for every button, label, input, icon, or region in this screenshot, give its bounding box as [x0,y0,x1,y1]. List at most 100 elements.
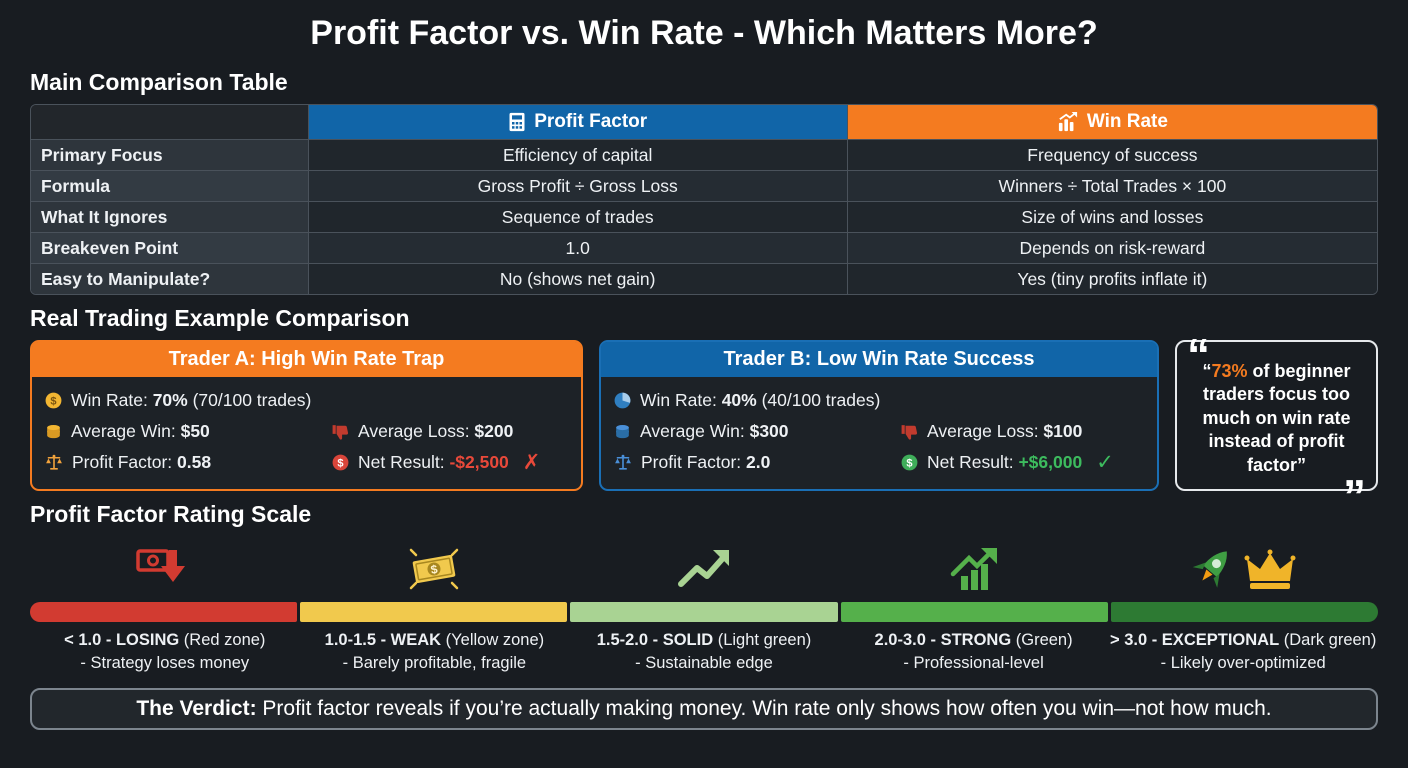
avg-win-stat: Average Win: $50 [44,416,331,447]
stat-label: Win Rate: [71,390,153,410]
profit-factor-stat: Profit Factor: 0.58 [44,447,331,478]
growth-chart-icon [945,544,1003,594]
row-label: Breakeven Point [31,233,309,263]
pie-icon [613,391,632,410]
stat-value: 2.0 [746,452,771,472]
profit-factor-header-label: Profit Factor [534,111,648,132]
rating-scale-bar [30,601,1379,622]
profit-factor-cell: Gross Profit ÷ Gross Loss [308,171,848,201]
scale-desc: - Barely profitable, fragile [342,654,527,673]
net-result-stat: $ Net Result: -$2,500 ✗ [331,447,569,478]
coin-icon: $ [44,391,63,410]
svg-text:$: $ [430,562,439,577]
stat-detail: (70/100 trades) [187,390,312,410]
cross-icon: ✗ [522,451,541,474]
bar-chart-icon [1057,112,1079,132]
trader-b-title: Trader B: Low Win Rate Success [601,342,1157,377]
balance-icon [613,453,633,472]
win-rate-header-label: Win Rate [1086,111,1168,132]
stat-text: Average Win: $300 [640,421,789,442]
stat-text: Win Rate: 40% (40/100 trades) [640,390,880,411]
calculator-icon [508,112,526,132]
scale-range: > 3.0 - EXCEPTIONAL [1109,630,1280,649]
verdict-bar: The Verdict: Profit factor reveals if yo… [30,688,1378,731]
quote-box: “ “73% of beginner traders focus too muc… [1175,332,1378,519]
scale-segment-exceptional [1110,601,1379,622]
stat-label: Average Loss: [927,421,1044,441]
check-icon: ✓ [1096,451,1114,474]
scale-segment-losing [30,601,298,622]
scale-icon-slot [839,536,1109,594]
profit-factor-cell: 1.0 [308,233,848,263]
row-label: Primary Focus [31,140,309,170]
table-row: Easy to Manipulate? No (shows net gain) … [31,264,1377,294]
stat-text: Profit Factor: 0.58 [72,452,211,473]
scale-desc: - Professional-level [903,654,1044,673]
dollar-bill-icon: $ [405,544,463,594]
trader-a-body: $ Win Rate: 70% (70/100 trades) Average … [32,377,581,488]
trend-up-icon [675,544,733,594]
stat-label: Average Win: [640,421,750,441]
scale-label: > 3.0 - EXCEPTIONAL (Dark green) - Likel… [1108,629,1378,675]
page-title: Profit Factor vs. Win Rate - Which Matte… [310,14,1098,52]
scale-range: 1.0-1.5 - WEAK [324,630,442,649]
gain-coin-icon: $ [900,453,919,472]
scale-labels-row: < 1.0 - LOSING (Red zone) - Strategy los… [30,629,1378,675]
net-result-stat: $ Net Result: +$6,000 ✓ [900,447,1145,478]
stat-label: Net Result: [358,452,450,472]
quote-lead: “ [1202,361,1212,381]
profit-factor-column-header: Profit Factor [308,105,848,139]
win-rate-cell: Frequency of success [847,140,1377,170]
avg-loss-stat: Average Loss: $100 [900,416,1145,447]
stat-label: Profit Factor: [641,452,747,472]
profit-factor-stat: Profit Factor: 2.0 [613,447,900,478]
table-row: Formula Gross Profit ÷ Gross Loss Winner… [31,171,1377,202]
coin-stack-icon [613,422,632,441]
scale-icon-slot [30,536,300,594]
balance-icon [44,453,64,472]
stat-text: Net Result: -$2,500 [358,452,509,473]
scale-icon-slot [1108,536,1378,594]
rating-scale-heading: Profit Factor Rating Scale [30,500,312,527]
examples-section: Trader A: High Win Rate Trap $ Win Rate:… [30,332,1378,519]
thumbs-down-icon [900,422,919,441]
win-rate-column-header: Win Rate [847,105,1377,139]
stat-value: 0.58 [177,452,212,472]
trader-b-card: Trader B: Low Win Rate Success Win Rate:… [599,340,1159,491]
verdict-text: The Verdict: Profit factor reveals if yo… [136,697,1271,721]
verdict-body: Profit factor reveals if you’re actually… [256,697,1272,721]
stat-value: $200 [474,421,514,441]
crown-icon [1244,548,1296,594]
comparison-table-heading: Main Comparison Table [30,69,288,95]
profit-factor-cell: Sequence of trades [308,202,848,232]
row-label: What It Ignores [31,202,309,232]
quote-text: “73% of beginner traders focus too much … [1187,360,1366,477]
scale-zone: (Dark green) [1279,630,1377,649]
loss-coin-icon: $ [331,453,350,472]
scale-range: 1.5-2.0 - SOLID [596,630,714,649]
scale-label: 2.0-3.0 - STRONG (Green) - Professional-… [839,629,1109,675]
stat-value: -$2,500 [449,452,509,472]
stat-value: 70% [152,390,188,410]
quote-rest: of beginner traders focus too much on wi… [1202,361,1351,475]
svg-text:$: $ [906,457,912,469]
stat-text: Average Loss: $100 [927,421,1082,442]
close-quote-icon: ” [1343,469,1366,522]
scale-icons-row: $ [30,536,1378,594]
profit-factor-cell: Efficiency of capital [308,140,848,170]
scale-zone: (Light green) [713,630,812,649]
table-row: Breakeven Point 1.0 Depends on risk-rewa… [31,233,1377,264]
stat-text: Net Result: +$6,000 [927,452,1082,473]
stat-value: $50 [180,421,210,441]
avg-loss-stat: Average Loss: $200 [331,416,569,447]
scale-segment-solid [570,601,838,622]
examples-heading: Real Trading Example Comparison [30,305,410,331]
svg-text:$: $ [337,457,343,469]
win-rate-cell: Size of wins and losses [847,202,1377,232]
win-rate-cell: Winners ÷ Total Trades × 100 [847,171,1377,201]
win-rate-stat: $ Win Rate: 70% (70/100 trades) [44,385,569,416]
scale-desc: - Strategy loses money [80,654,250,673]
table-corner-cell [31,105,309,139]
win-rate-stat: Win Rate: 40% (40/100 trades) [613,385,1145,416]
table-row: Primary Focus Efficiency of capital Freq… [31,140,1377,171]
